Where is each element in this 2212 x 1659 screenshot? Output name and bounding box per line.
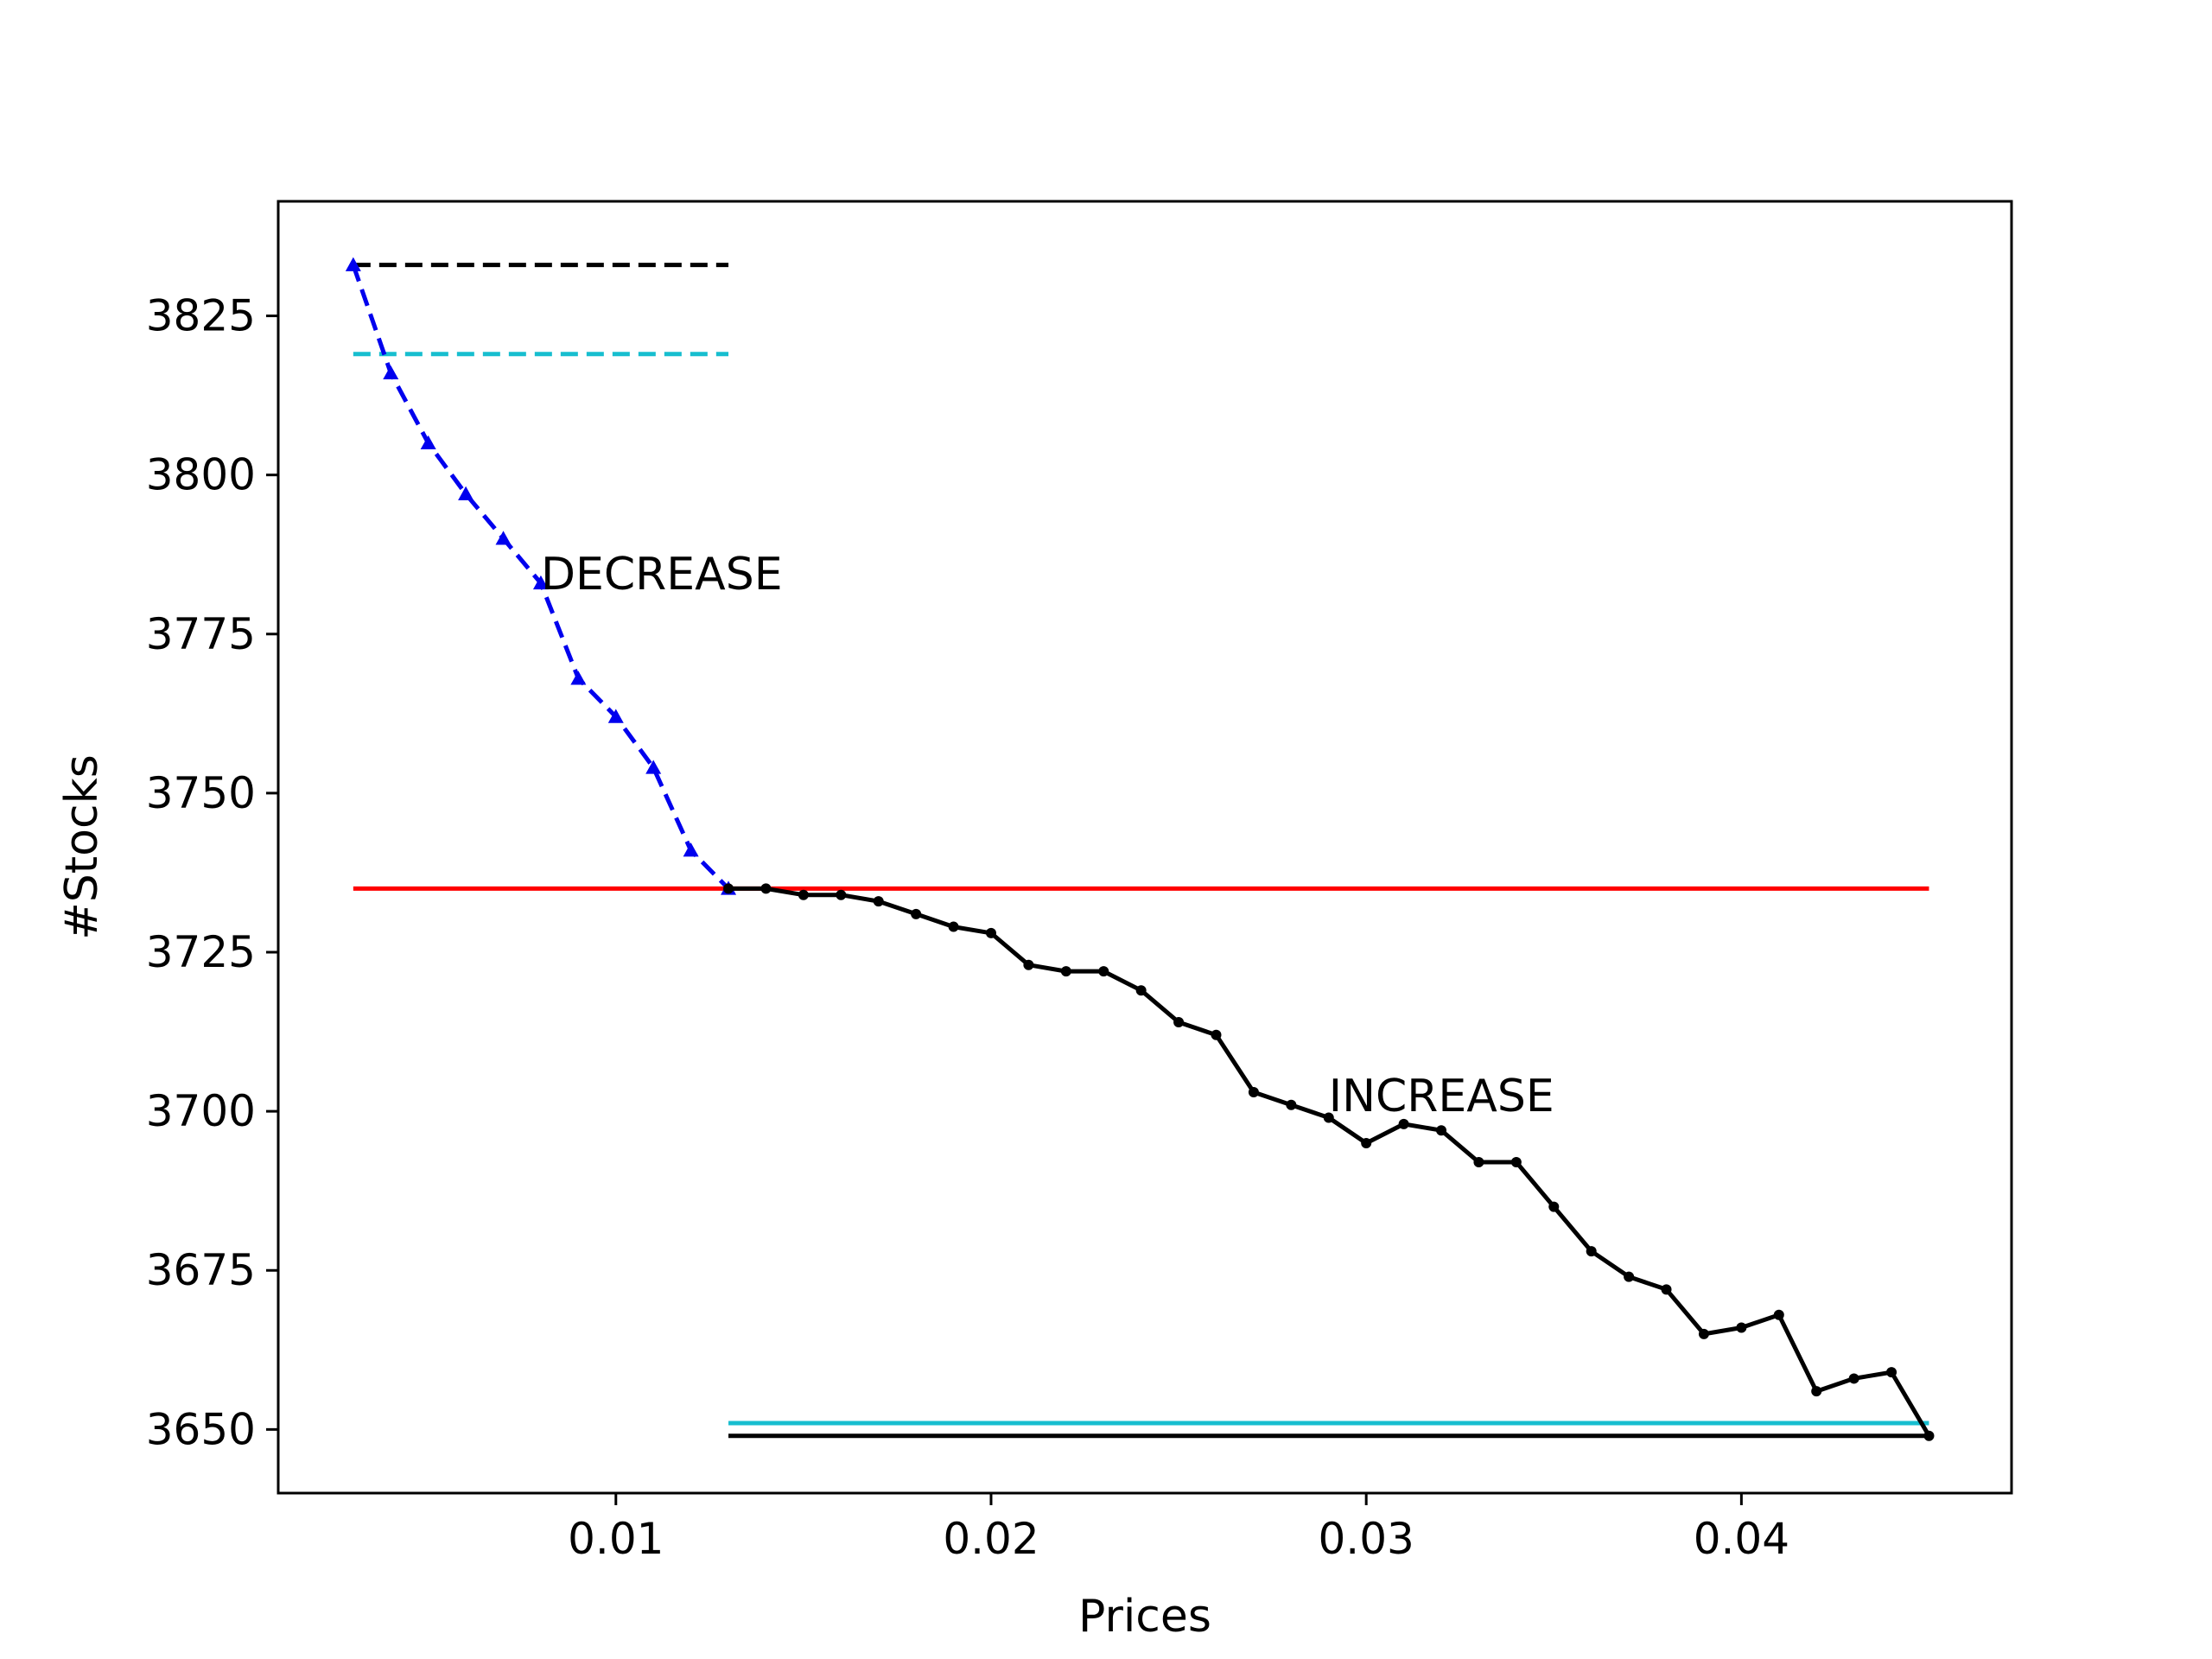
- y-axis-ticks: 3650 3675 3700 3725 3750 3775 3800 3825: [146, 291, 278, 1454]
- data-point-decrease: [683, 842, 699, 857]
- data-point-increase: [1848, 1373, 1859, 1384]
- data-point-increase: [1323, 1112, 1334, 1123]
- data-point-increase: [1023, 959, 1034, 970]
- data-point-increase: [1060, 966, 1071, 977]
- y-tick-label: 3800: [146, 450, 256, 500]
- data-point-increase: [1923, 1430, 1935, 1441]
- annotation-increase: INCREASE: [1329, 1071, 1554, 1122]
- data-point-increase: [1135, 985, 1147, 996]
- series-group: [345, 257, 1935, 1441]
- data-point-increase: [873, 896, 884, 907]
- data-point-decrease: [532, 575, 549, 590]
- data-point-increase: [1661, 1284, 1672, 1295]
- data-point-increase: [1510, 1157, 1522, 1168]
- data-point-increase: [1473, 1157, 1484, 1168]
- x-tick-label: 0.03: [1319, 1514, 1414, 1564]
- reference-lines: [353, 263, 1929, 1439]
- x-axis-ticks: 0.01 0.02 0.03 0.04: [568, 1493, 1789, 1564]
- data-point-increase: [1436, 1125, 1447, 1136]
- data-point-decrease: [607, 709, 624, 723]
- annotation-decrease: DECREASE: [541, 549, 783, 601]
- data-point-increase: [1548, 1201, 1560, 1212]
- y-tick-label: 3700: [146, 1086, 256, 1136]
- data-point-increase: [1773, 1309, 1784, 1320]
- data-point-increase: [760, 883, 772, 894]
- data-point-decrease: [495, 531, 512, 545]
- data-point-increase: [911, 908, 922, 919]
- data-point-decrease: [383, 365, 399, 380]
- x-tick-label: 0.01: [568, 1514, 664, 1564]
- y-tick-label: 3775: [146, 609, 256, 659]
- data-point-increase: [1361, 1137, 1372, 1148]
- data-point-increase: [1286, 1099, 1297, 1110]
- data-point-increase: [1736, 1322, 1747, 1333]
- data-point-increase: [1586, 1246, 1597, 1257]
- data-point-increase: [1211, 1029, 1222, 1040]
- x-tick-label: 0.02: [943, 1514, 1039, 1564]
- data-point-increase: [1248, 1087, 1259, 1098]
- data-point-increase: [1698, 1328, 1709, 1339]
- data-point-increase: [1886, 1367, 1897, 1378]
- y-axis-label: #Stocks: [56, 754, 108, 940]
- annotations: DECREASE INCREASE: [541, 549, 1554, 1122]
- y-tick-label: 3675: [146, 1245, 256, 1295]
- data-point-increase: [1098, 966, 1109, 977]
- data-point-increase: [1398, 1118, 1409, 1129]
- y-tick-label: 3725: [146, 927, 256, 977]
- x-axis-label: Prices: [1078, 1591, 1211, 1643]
- x-tick-label: 0.04: [1694, 1514, 1789, 1564]
- y-tick-label: 3650: [146, 1404, 256, 1454]
- data-point-increase: [723, 883, 734, 894]
- data-point-increase: [798, 889, 809, 900]
- data-point-decrease: [420, 435, 436, 450]
- data-point-decrease: [458, 486, 474, 500]
- data-point-increase: [1811, 1386, 1822, 1397]
- data-point-increase: [1624, 1271, 1635, 1282]
- data-point-decrease: [570, 671, 587, 685]
- y-tick-label: 3750: [146, 768, 256, 818]
- data-point-increase: [836, 889, 847, 900]
- data-point-decrease: [645, 760, 662, 774]
- data-point-decrease: [345, 257, 361, 271]
- y-tick-label: 3825: [146, 291, 256, 341]
- data-point-increase: [948, 921, 959, 932]
- data-point-increase: [985, 927, 996, 938]
- plot-frame: [276, 200, 2013, 1495]
- data-point-increase: [1173, 1017, 1185, 1028]
